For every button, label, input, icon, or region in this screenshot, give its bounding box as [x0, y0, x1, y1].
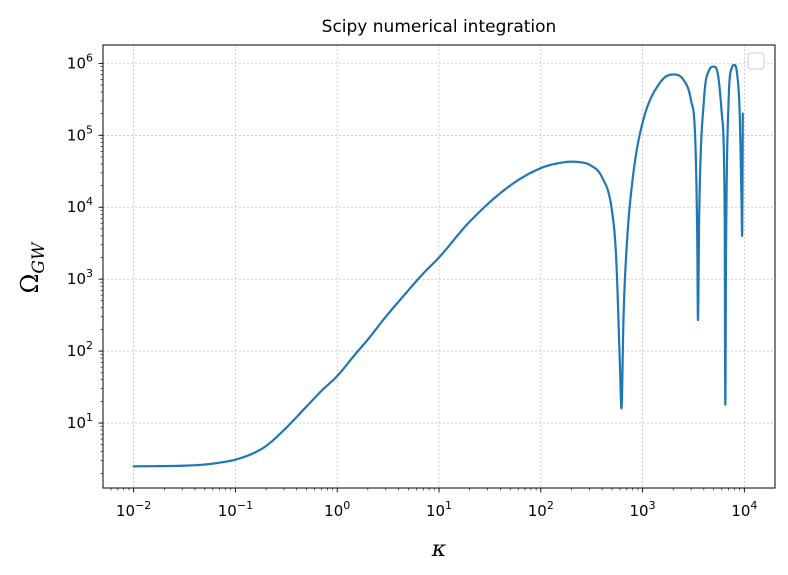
y-tick-label: 102	[67, 339, 93, 360]
plot-area	[132, 63, 744, 468]
y-tick-label: 101	[67, 411, 93, 432]
x-tick-label: 101	[426, 499, 452, 520]
x-tick-label: 102	[528, 499, 554, 520]
y-tick-label: 106	[67, 51, 93, 72]
chart-title: Scipy numerical integration	[322, 17, 557, 37]
axis-ticks: 10−2 10−1 100 101 102 103 104 101 102 103 104 105 10…	[67, 51, 757, 520]
series-line	[132, 63, 744, 468]
y-tick-label: 105	[67, 123, 93, 144]
y-tick-label: 104	[67, 195, 93, 216]
y-tick-label: 103	[67, 267, 93, 288]
y-axis-label-main: Ω	[16, 274, 44, 294]
legend-box	[747, 52, 765, 70]
x-tick-label: 103	[630, 499, 656, 520]
x-tick-label: 10−1	[218, 499, 253, 520]
y-axis-label: ΩGW	[16, 241, 49, 293]
y-axis-label-subscript: GW	[29, 241, 49, 274]
grid-lines	[103, 45, 775, 488]
x-axis-label: κ	[431, 537, 447, 562]
x-tick-label: 10−2	[116, 499, 151, 520]
x-tick-label: 100	[324, 499, 350, 520]
x-tick-label: 104	[731, 499, 757, 520]
